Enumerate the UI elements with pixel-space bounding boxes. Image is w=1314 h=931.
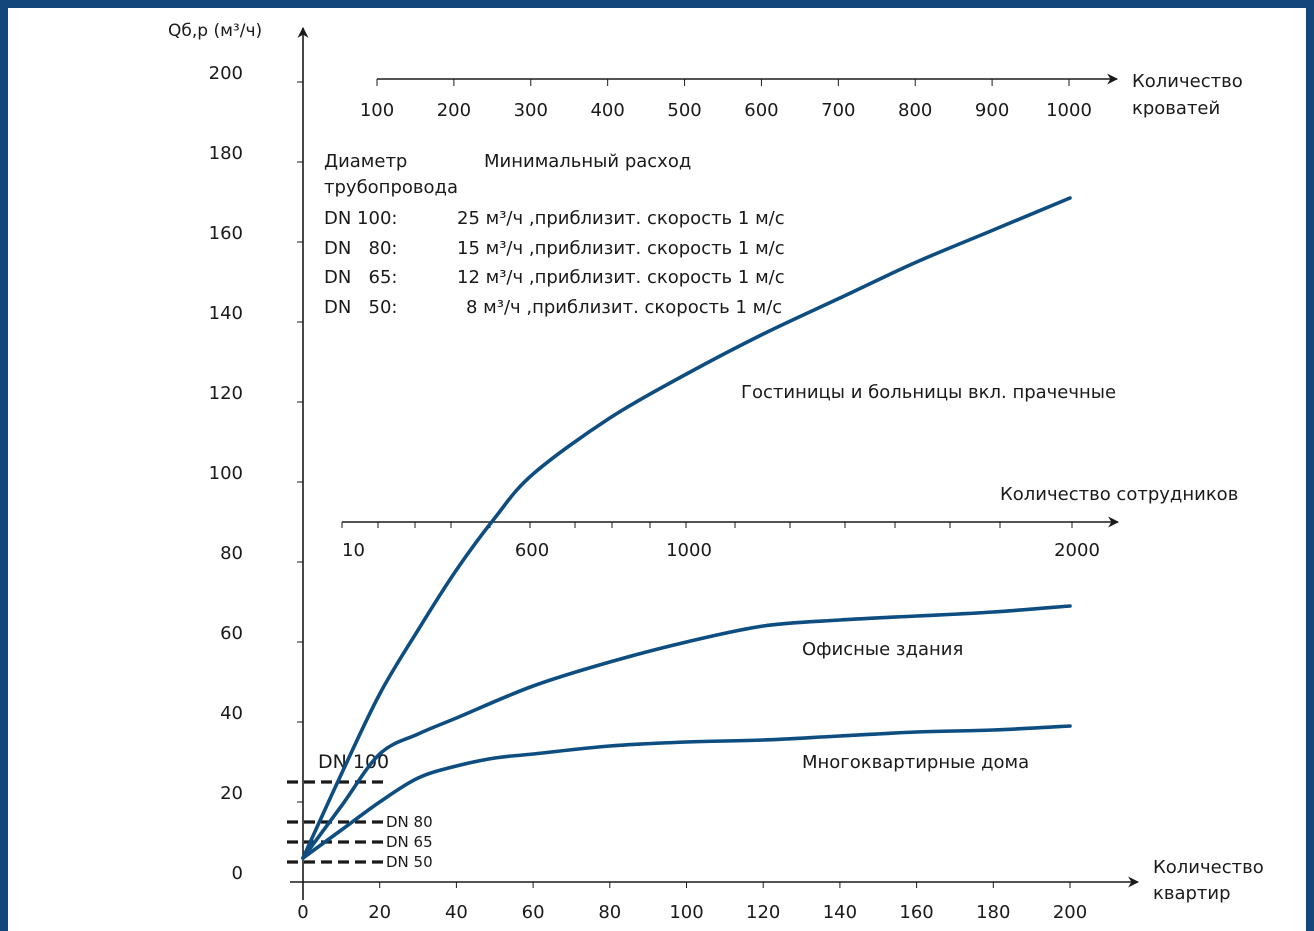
beds-tick-label: 300 (514, 100, 548, 121)
beds-tick-label: 900 (975, 100, 1009, 121)
x-axis-apartments: 0 20 40 60 80 100 120 140 160 180 200 (290, 876, 1140, 923)
x-axis-apartments-title-1: Количество (1153, 857, 1264, 878)
table-row-dn: DN 100: (324, 208, 397, 229)
y-tick-label: 120 (209, 383, 243, 404)
y-tick-label: 0 (232, 863, 243, 884)
x-tick-label: 60 (522, 902, 545, 923)
table-row-flow: 8 м³/ч ,приблизит. скорость 1 м/с (466, 297, 782, 318)
x-tick-label: 100 (669, 902, 703, 923)
series-line-offices (301, 604, 1072, 860)
table-row-dn: DN 65: (324, 267, 397, 288)
employees-tick-label: 600 (515, 540, 549, 561)
x-axis-beds: 100 200 300 400 500 600 700 800 900 1000 (360, 73, 1119, 121)
beds-tick-label: 600 (744, 100, 778, 121)
y-axis: 0 20 40 60 80 100 120 140 160 180 200 (209, 26, 309, 900)
table-row-flow: 12 м³/ч ,приблизит. скорость 1 м/с (457, 267, 785, 288)
y-tick-label: 140 (209, 303, 243, 324)
beds-tick-label: 1000 (1046, 100, 1092, 121)
beds-tick-label: 200 (437, 100, 471, 121)
x-tick-label: 0 (297, 902, 308, 923)
dn-label: DN 80 (386, 813, 433, 831)
table-row-dn: DN 80: (324, 238, 397, 259)
dn-reference-lines: DN 100 DN 80 DN 65 DN 50 (287, 751, 433, 871)
series-label-hotels: Гостиницы и больницы вкл. прачечные (741, 382, 1116, 403)
y-tick-label: 180 (209, 143, 243, 164)
x-axis-employees-title: Количество сотрудников (1000, 484, 1238, 505)
y-tick-label: 160 (209, 223, 243, 244)
series-label-offices: Офисные здания (802, 639, 963, 660)
x-tick-label: 20 (368, 902, 391, 923)
pipe-diameter-table: Диаметр трубопровода Минимальный расход … (324, 151, 785, 318)
series-curves (301, 196, 1072, 860)
employees-tick-label: 10 (342, 540, 365, 561)
dn-label: DN 50 (386, 853, 433, 871)
beds-tick-label: 700 (821, 100, 855, 121)
dn-label: DN 100 (318, 751, 389, 773)
beds-tick-label: 400 (590, 100, 624, 121)
employees-tick-label: 2000 (1054, 540, 1100, 561)
table-header-diameter-2: трубопровода (324, 177, 458, 198)
x-tick-label: 180 (976, 902, 1010, 923)
y-tick-label: 40 (220, 703, 243, 724)
table-row-dn: DN 50: (324, 297, 397, 318)
y-tick-label: 60 (220, 623, 243, 644)
x-axis-employees: 10 600 1000 2000 (341, 516, 1120, 561)
employees-tick-label: 1000 (666, 540, 712, 561)
series-line-hotels (301, 196, 1072, 860)
table-header-min-flow: Минимальный расход (484, 151, 691, 172)
y-tick-label: 20 (220, 783, 243, 804)
y-tick-label: 80 (220, 543, 243, 564)
x-axis-beds-title-2: кроватей (1132, 98, 1220, 119)
table-header-diameter-1: Диаметр (324, 151, 407, 172)
beds-tick-label: 500 (667, 100, 701, 121)
y-tick-label: 200 (209, 63, 243, 84)
y-axis-title: Qб,р (м³/ч) (168, 21, 262, 41)
x-tick-label: 140 (823, 902, 857, 923)
x-tick-label: 120 (746, 902, 780, 923)
y-tick-label: 100 (209, 463, 243, 484)
table-row-flow: 25 м³/ч ,приблизит. скорость 1 м/с (457, 208, 785, 229)
beds-tick-label: 800 (898, 100, 932, 121)
beds-tick-label: 100 (360, 100, 394, 121)
x-tick-label: 200 (1053, 902, 1087, 923)
series-label-apartments: Многоквартирные дома (802, 752, 1029, 773)
dn-label: DN 65 (386, 833, 433, 851)
table-row-flow: 15 м³/ч ,приблизит. скорость 1 м/с (457, 238, 785, 259)
x-tick-label: 160 (899, 902, 933, 923)
x-axis-apartments-title-2: квартир (1153, 883, 1231, 904)
x-tick-label: 80 (598, 902, 621, 923)
series-line-apartments (301, 724, 1072, 860)
x-tick-label: 40 (445, 902, 468, 923)
x-axis-beds-title-1: Количество (1132, 71, 1243, 92)
